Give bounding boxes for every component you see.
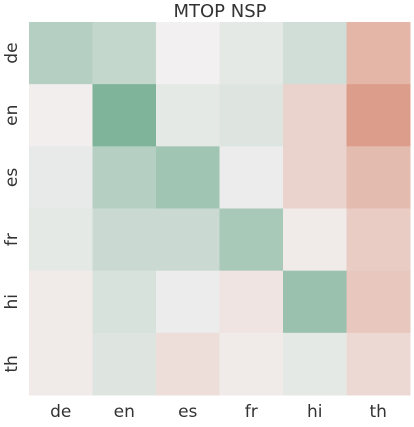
heatmap-cell bbox=[219, 208, 284, 272]
heatmap-cell bbox=[346, 332, 411, 396]
heatmap-cell bbox=[283, 208, 347, 272]
x-tick-label: th bbox=[370, 402, 387, 422]
heatmap-cell bbox=[29, 84, 93, 147]
heatmap-cell bbox=[283, 22, 347, 85]
y-tick-label: fr bbox=[2, 233, 22, 246]
heatmap-cell bbox=[156, 270, 220, 334]
y-tick-label: hi bbox=[2, 294, 22, 310]
heatmap-cell bbox=[29, 146, 93, 209]
x-tick-label: en bbox=[114, 402, 135, 422]
heatmap-cell bbox=[346, 84, 411, 147]
heatmap-cell bbox=[219, 22, 284, 85]
y-tick-label: en bbox=[2, 105, 22, 126]
heatmap-cell bbox=[346, 146, 411, 209]
heatmap-cell bbox=[92, 332, 157, 396]
heatmap-cell bbox=[283, 84, 347, 147]
heatmap-cell bbox=[92, 208, 157, 272]
x-tick-label: es bbox=[178, 402, 197, 422]
heatmap-cell bbox=[156, 332, 220, 396]
heatmap-cell bbox=[92, 84, 157, 147]
heatmap-cell bbox=[29, 270, 93, 334]
x-tick-label: hi bbox=[307, 402, 323, 422]
heatmap-cell bbox=[156, 22, 220, 85]
heatmap-cell bbox=[283, 146, 347, 209]
heatmap-cell bbox=[219, 146, 284, 209]
heatmap-cell bbox=[29, 208, 93, 272]
heatmap-cell bbox=[219, 270, 284, 334]
heatmap-cell bbox=[92, 22, 157, 85]
y-tick-label: de bbox=[2, 42, 22, 63]
heatmap-cell bbox=[156, 84, 220, 147]
heatmap-cell bbox=[283, 332, 347, 396]
chart-title: MTOP NSP bbox=[173, 1, 266, 22]
x-tick-label: fr bbox=[245, 402, 258, 422]
heatmap-cell bbox=[346, 22, 411, 85]
heatmap-cell bbox=[156, 208, 220, 272]
x-tick-label: de bbox=[50, 402, 71, 422]
heatmap-cell bbox=[219, 84, 284, 147]
heatmap-cell bbox=[283, 270, 347, 334]
heatmap-cell bbox=[346, 270, 411, 334]
heatmap-cell bbox=[29, 22, 93, 85]
heatmap-cell bbox=[92, 270, 157, 334]
heatmap-cell bbox=[219, 332, 284, 396]
y-tick-label: th bbox=[2, 355, 22, 372]
heatmap-cell bbox=[156, 146, 220, 209]
y-tick-label: es bbox=[2, 168, 22, 187]
heatmap-cell bbox=[92, 146, 157, 209]
heatmap-cell bbox=[29, 332, 93, 396]
heatmap-cell bbox=[346, 208, 411, 272]
